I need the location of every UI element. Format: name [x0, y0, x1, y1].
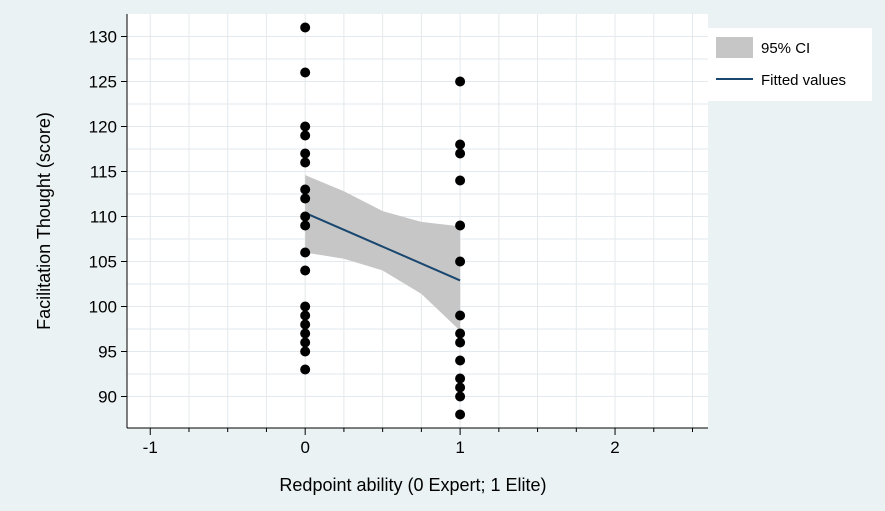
y-tick-label: 95: [98, 343, 117, 362]
data-point: [300, 193, 311, 204]
x-tick-label: 1: [455, 438, 464, 457]
data-point: [300, 121, 311, 132]
fitted-line: [304, 211, 461, 282]
data-point: [300, 130, 311, 141]
x-tick-label: -1: [143, 438, 158, 457]
data-point: [300, 184, 311, 195]
data-point: [300, 346, 311, 357]
data-point: [455, 328, 466, 339]
data-point: [455, 310, 466, 321]
legend-fit-label: Fitted values: [761, 72, 846, 89]
legend-ci-label: 95% CI: [761, 40, 810, 57]
data-point: [300, 265, 311, 276]
x-tick-label: 0: [300, 438, 309, 457]
x-tick-label: 2: [610, 438, 619, 457]
data-point: [455, 409, 466, 420]
ci-band: [305, 175, 461, 331]
y-tick-label: 130: [89, 28, 117, 47]
fit-layer: [304, 211, 461, 282]
data-point: [300, 220, 311, 231]
data-point: [300, 211, 311, 222]
legend: 95% CI Fitted values: [708, 28, 872, 101]
data-point: [455, 76, 466, 87]
data-point: [300, 157, 311, 168]
y-tick-label: 120: [89, 118, 117, 137]
data-point: [300, 247, 311, 258]
axes: -1 0 1 2 90 95 100 105 110 115 120 125 130: [89, 14, 708, 457]
data-point: [300, 328, 311, 339]
data-point: [455, 220, 466, 231]
y-tick-label: 125: [89, 73, 117, 92]
y-tick-label: 115: [90, 163, 117, 182]
x-axis-title: Redpoint ability (0 Expert; 1 Elite): [279, 475, 546, 495]
ci-layer: [305, 175, 461, 331]
y-tick-label: 100: [89, 298, 117, 317]
data-point: [455, 148, 466, 159]
data-point: [300, 22, 311, 33]
data-point: [455, 139, 466, 150]
data-point: [300, 310, 311, 321]
data-point: [455, 373, 466, 384]
data-point: [455, 175, 466, 186]
data-point: [300, 337, 311, 348]
data-point: [455, 256, 466, 267]
data-point: [455, 337, 466, 348]
data-point: [300, 364, 311, 375]
data-point: [300, 301, 311, 312]
y-tick-label: 110: [90, 208, 117, 227]
data-point: [300, 319, 311, 330]
data-point: [455, 382, 466, 393]
data-point: [300, 67, 311, 78]
data-point: [455, 355, 466, 366]
y-tick-label: 105: [89, 253, 117, 272]
y-tick-label: 90: [98, 388, 117, 407]
data-point: [455, 391, 466, 402]
data-point: [300, 148, 311, 159]
y-axis-title: Facilitation Thought (score): [34, 112, 54, 330]
legend-ci-swatch: [716, 37, 753, 58]
points-layer: [300, 22, 466, 420]
